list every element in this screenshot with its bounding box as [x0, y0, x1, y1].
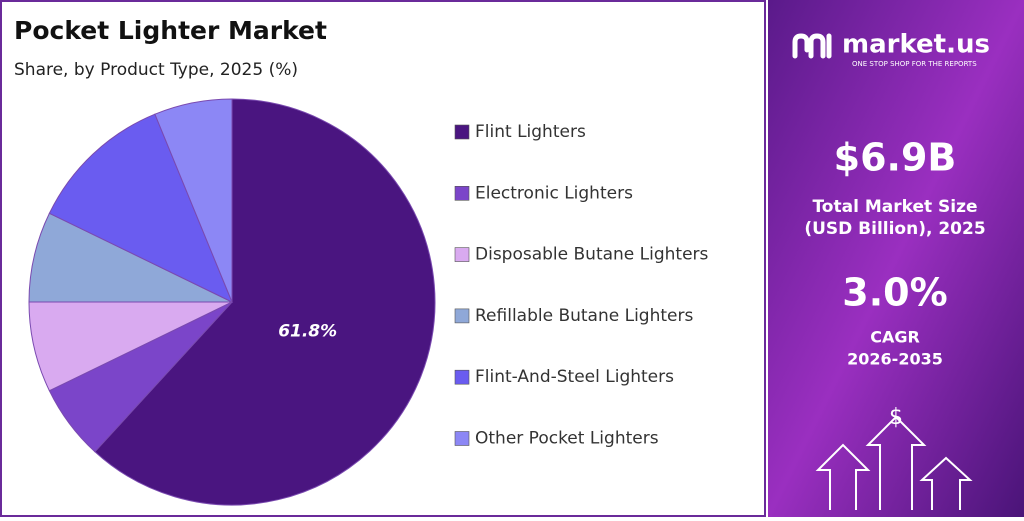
info-panel — [768, 0, 1024, 517]
market-size: $6.9B — [834, 136, 957, 180]
legend-swatch — [454, 369, 470, 385]
pie-slice — [48, 113, 233, 304]
arrows-decoration: $ — [815, 405, 973, 510]
chart-subtitle: Share, by Product Type, 2025 (%) — [14, 60, 298, 80]
legend-swatch — [454, 308, 470, 324]
legend-swatch — [454, 247, 470, 262]
logo-icon — [792, 33, 832, 59]
pie-slice — [154, 98, 233, 303]
data-label: 61.8% — [278, 321, 337, 341]
tagline: ONE STOP SHOP FOR THE REPORTS — [852, 60, 977, 68]
legend-swatch — [454, 186, 470, 201]
market-size-label: (USD Billion), 2025 — [804, 219, 985, 239]
svg-text:$: $ — [889, 405, 903, 430]
market-size-label: Total Market Size — [812, 197, 977, 217]
legend-label: Other Pocket Lighters — [475, 429, 659, 449]
legend-label: Electronic Lighters — [475, 183, 633, 203]
cagr-label: CAGR — [870, 328, 920, 347]
legend-label: Flint Lighters — [475, 122, 586, 142]
cagr-label: 2026-2035 — [847, 350, 943, 369]
logo: market.us ONE STOP SHOP FOR THE REPORTS — [792, 30, 990, 68]
brand: market.us — [842, 30, 990, 60]
legend-label: Flint-And-Steel Lighters — [475, 367, 674, 387]
legend-swatch — [454, 124, 470, 140]
legend-swatch — [454, 431, 470, 446]
legend-label: Refillable Butane Lighters — [475, 306, 693, 326]
cagr: 3.0% — [842, 271, 947, 315]
legend-label: Disposable Butane Lighters — [475, 245, 709, 265]
pie-slice — [94, 98, 436, 506]
chart-title: Pocket Lighter Market — [14, 16, 327, 45]
